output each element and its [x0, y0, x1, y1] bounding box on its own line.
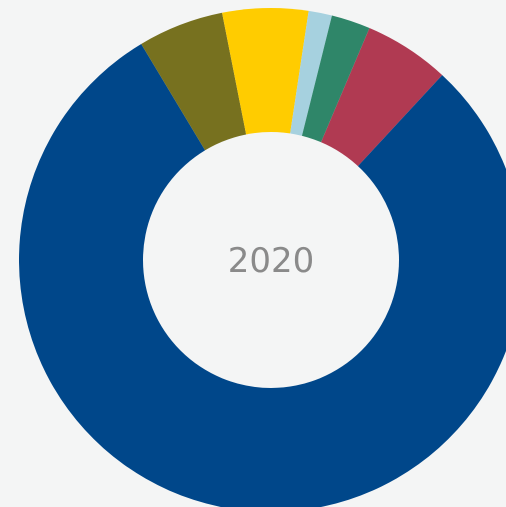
donut-hole: [143, 132, 399, 388]
center-year-label: 2020: [228, 241, 315, 281]
